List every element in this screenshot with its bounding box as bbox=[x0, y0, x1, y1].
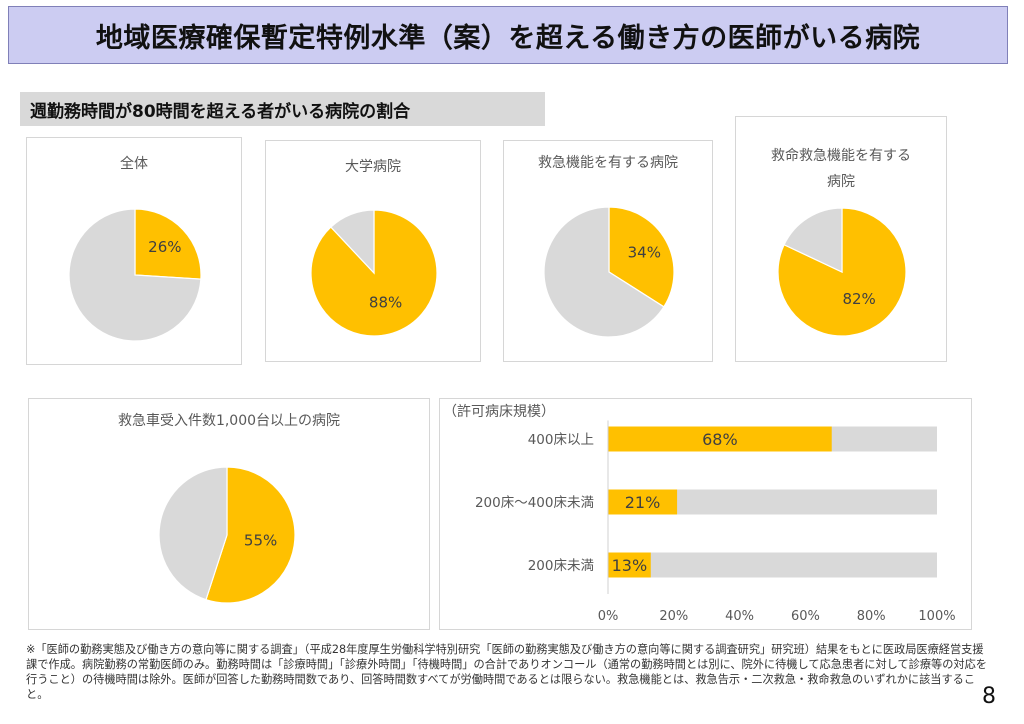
bar-chart-bed-size: 400床以上 68% 200床～400床未満 21% 200床未満 13% 0% 20% 40%… bbox=[475, 420, 956, 624]
pie-slice-rest bbox=[158, 466, 228, 601]
bar bbox=[608, 426, 832, 452]
pie-chart-emergency: 34% bbox=[543, 206, 675, 338]
bar-tick-label: 80% bbox=[857, 609, 886, 624]
pie-data-label: 88% bbox=[369, 293, 402, 311]
pie-panel-overall: 全体 26% bbox=[26, 137, 242, 365]
pie-title: 救急機能を有する病院 bbox=[538, 155, 678, 171]
pie-chart-university: 88% bbox=[310, 209, 438, 337]
pie-slice-rest bbox=[68, 208, 202, 342]
bar bbox=[608, 489, 678, 515]
bar-category-label: 200床～400床未満 bbox=[475, 495, 594, 511]
footnote: ※「医師の勤務実態及び働き方の意向等に関する調査」（平成28年度厚生労働科学特別… bbox=[26, 643, 987, 701]
pie-title: 救急車受入件数1,000台以上の病院 bbox=[117, 413, 341, 429]
pie-title-line-1: 救命救急機能を有する bbox=[771, 148, 911, 164]
pie-slice-rest bbox=[543, 206, 665, 338]
bar-chart-title: （許可病床規模） bbox=[443, 404, 555, 420]
pie-title-line-2: 病院 bbox=[827, 174, 855, 190]
pie-data-label: 34% bbox=[628, 244, 661, 262]
bar-category-label: 200床未満 bbox=[528, 558, 594, 574]
bar-tick-label: 60% bbox=[791, 609, 820, 624]
pie-data-label: 55% bbox=[244, 531, 277, 549]
pie-data-label: 82% bbox=[842, 290, 875, 308]
bar-category-label: 400床以上 bbox=[528, 432, 594, 448]
pie-panel-university: 大学病院 88% bbox=[265, 140, 481, 362]
pie-slice-rest bbox=[330, 209, 375, 275]
bar-tick-label: 20% bbox=[659, 609, 688, 624]
pie-chart-critical-care: 82% bbox=[777, 207, 907, 337]
pie-chart-overall: 26% bbox=[68, 208, 202, 342]
bar-background bbox=[608, 552, 937, 578]
subtitle-box: 週勤務時間が80時間を超える者がいる病院の割合 bbox=[20, 92, 545, 126]
bar-tick-label: 0% bbox=[598, 609, 619, 624]
bar-data-label: 21% bbox=[625, 493, 661, 512]
bar-panel-bed-size: （許可病床規模） 400床以上 68% 200床～400床未満 21% 200床未満 13… bbox=[439, 398, 972, 630]
pie-data-label: 26% bbox=[148, 238, 181, 256]
pie-title: 大学病院 bbox=[345, 159, 401, 175]
pie-title: 全体 bbox=[120, 156, 148, 172]
page-number: 8 bbox=[982, 684, 996, 709]
pie-panel-ambulance: 救急車受入件数1,000台以上の病院 55% bbox=[28, 398, 430, 630]
bar-tick-label: 40% bbox=[725, 609, 754, 624]
page-title: 地域医療確保暫定特例水準（案）を超える働き方の医師がいる病院 bbox=[95, 22, 921, 54]
pie-panel-emergency: 救急機能を有する病院 34% bbox=[503, 140, 713, 362]
pie-panel-critical-care: 救命救急機能を有する 病院 82% bbox=[735, 116, 947, 362]
pie-slice-highlight bbox=[134, 208, 202, 280]
section-subtitle: 週勤務時間が80時間を超える者がいる病院の割合 bbox=[30, 101, 411, 122]
pie-slice-highlight bbox=[205, 466, 296, 604]
bar-tick-label: 100% bbox=[918, 609, 955, 624]
bar-data-label: 13% bbox=[612, 556, 648, 575]
pie-chart-ambulance: 55% bbox=[158, 466, 296, 604]
pie-slice-rest bbox=[783, 207, 843, 273]
bar bbox=[608, 552, 651, 578]
bar-data-label: 68% bbox=[702, 430, 738, 449]
title-banner: 地域医療確保暫定特例水準（案）を超える働き方の医師がいる病院 bbox=[8, 6, 1008, 64]
